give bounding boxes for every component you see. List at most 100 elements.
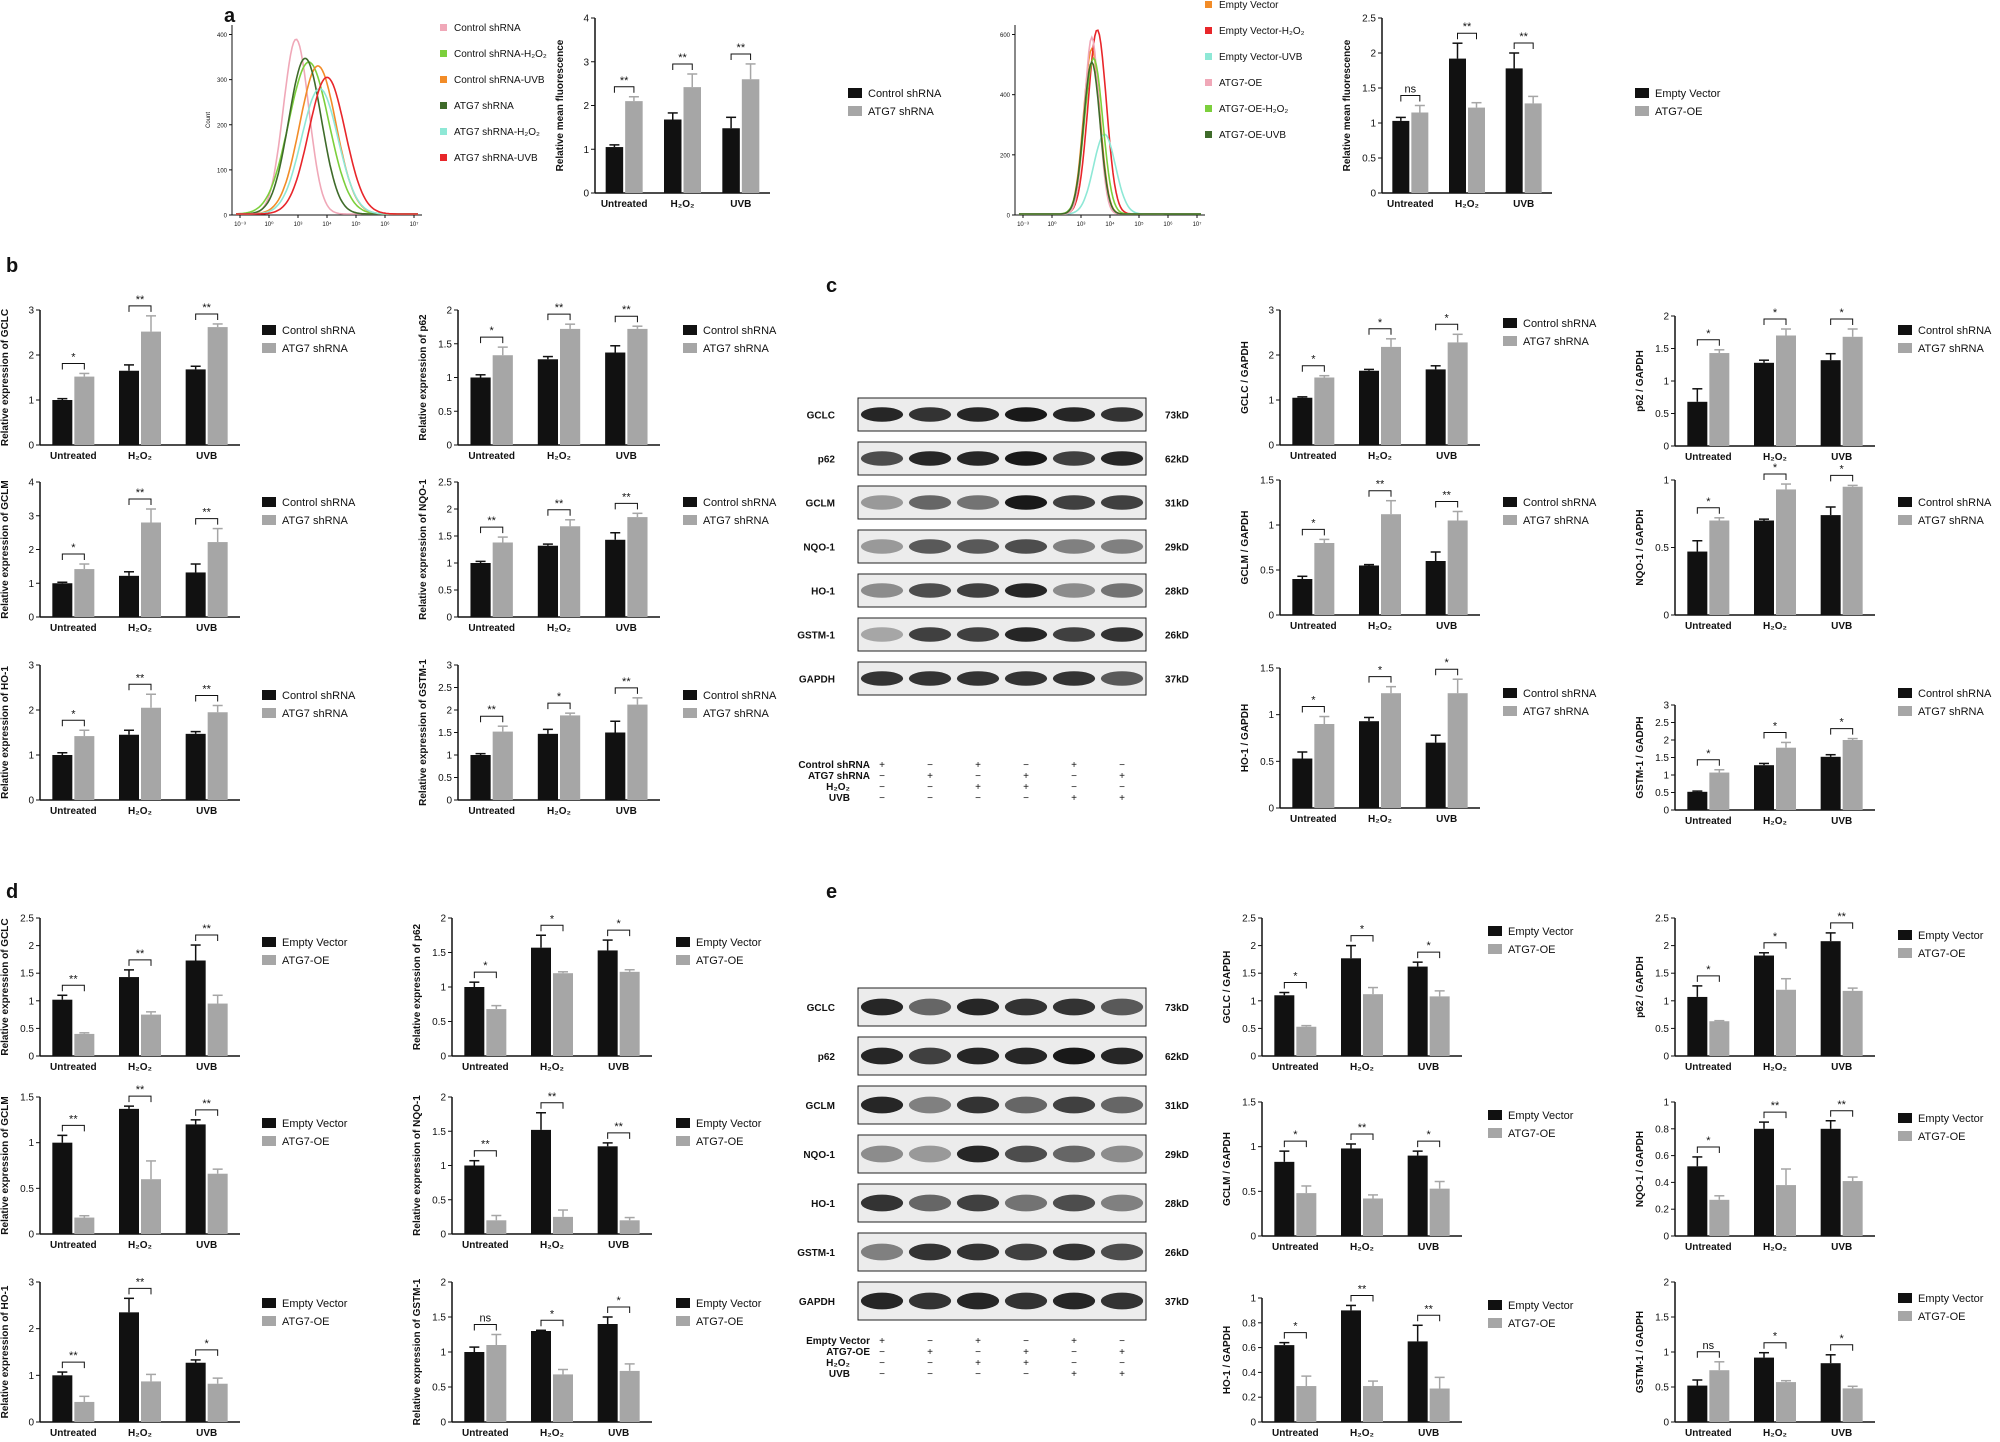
significance-bracket (614, 502, 638, 510)
legend-swatch (262, 497, 276, 507)
legend-swatch (262, 1118, 276, 1128)
chart-e-gclm: 0 0.5 1 1.5 GCLM / GAPDH * Untreated ** H₂O₂ * UVB… (1222, 1098, 1574, 1254)
bar (470, 755, 491, 800)
significance-bracket (540, 1319, 564, 1327)
y-axis-label: GSTM-1 / GADPH (1635, 1311, 1646, 1393)
legend-label: ATG7-OE-H₂O₂ (1219, 104, 1288, 115)
y-tick-label: 2.5 (1242, 914, 1256, 925)
y-tick-label: 2 (1663, 941, 1669, 952)
x-tick-label: UVB (1418, 1242, 1439, 1253)
condition-label: UVB (829, 1369, 850, 1380)
panel-letter-a: a (224, 5, 236, 27)
significance-label: * (1840, 307, 1845, 319)
x-tick-label: UVB (196, 1062, 217, 1073)
legend-swatch (262, 955, 276, 965)
legend-label: Empty Vector (696, 937, 762, 949)
bar (492, 355, 513, 445)
blot-band (1004, 407, 1048, 422)
bar (1820, 1128, 1841, 1236)
y-tick-label: 3 (28, 306, 34, 317)
legend-swatch (683, 343, 697, 353)
significance-bracket (1283, 982, 1307, 989)
blot-band (956, 998, 1000, 1016)
bar (1425, 742, 1446, 808)
blot-band (860, 998, 904, 1016)
legend-label: Empty Vector (1508, 1300, 1574, 1312)
y-tick-label: 2 (583, 101, 589, 112)
blot-row-label: HO-1 (811, 587, 835, 598)
x-tick-label: Untreated (468, 806, 515, 817)
significance-bracket (1457, 32, 1477, 40)
blot-band (908, 451, 952, 466)
legend-swatch (683, 497, 697, 507)
legend-swatch (440, 24, 447, 31)
x-tick-label: 10⁷ (1193, 221, 1202, 228)
bar (119, 370, 139, 445)
condition-label: H₂O₂ (826, 1358, 850, 1369)
histogram-a-left: 0 100 200 300 400 Count 10⁻³ 10⁰ 10³ 10⁴ 10⁵ 10⁶ 10⁷… (206, 23, 547, 228)
blot-band (1004, 1096, 1048, 1114)
condition-mark: + (927, 1347, 933, 1358)
legend-swatch (1898, 1131, 1912, 1141)
blot-band (1100, 1047, 1144, 1065)
legend-label: Empty Vector (1508, 1110, 1574, 1122)
condition-mark: + (1119, 1347, 1125, 1358)
significance-bracket (473, 1324, 497, 1331)
chart-c-gstm1: 0 0.5 1 1.5 2 2.5 3 GSTM-1 / GADPH * Untreated * H₂… (1635, 688, 1992, 827)
bar (52, 999, 73, 1056)
legend-swatch (676, 1118, 690, 1128)
bar (722, 128, 740, 193)
significance-bracket (195, 1349, 219, 1356)
condition-label: H₂O₂ (826, 782, 850, 793)
significance-bracket (195, 1109, 219, 1116)
legend-swatch (1205, 105, 1212, 112)
blot-band (1004, 998, 1048, 1016)
legend-swatch (848, 88, 862, 98)
bar (1776, 489, 1796, 615)
bar (560, 526, 581, 617)
x-tick-label: H₂O₂ (547, 451, 571, 462)
blot-strip (857, 617, 1147, 652)
blot-band (860, 539, 904, 554)
y-tick-label: 400 (217, 33, 228, 39)
blot-band (860, 1292, 904, 1310)
significance-bracket (480, 336, 504, 344)
legend-swatch (440, 154, 447, 161)
x-tick-label: UVB (608, 1428, 629, 1439)
significance-label: ** (1837, 1099, 1846, 1111)
condition-mark: − (927, 793, 933, 804)
blot-band (1004, 583, 1048, 598)
legend-swatch (1898, 515, 1912, 525)
bar (1429, 1188, 1450, 1236)
blot-strip (857, 485, 1147, 520)
bar (464, 1165, 485, 1234)
bar (207, 1383, 228, 1422)
legend-swatch (1488, 926, 1502, 936)
condition-mark: − (879, 1347, 885, 1358)
y-tick-label: 1.5 (1242, 969, 1256, 980)
significance-bracket (1435, 323, 1459, 331)
bar (1274, 995, 1295, 1056)
bar (553, 1374, 573, 1422)
x-tick-label: H₂O₂ (1763, 452, 1787, 463)
significance-label: ** (69, 973, 78, 985)
histogram-curve (1018, 47, 1201, 215)
x-tick-label: H₂O₂ (1368, 814, 1392, 825)
x-tick-label: H₂O₂ (1763, 1242, 1787, 1253)
legend-label: ATG7 shRNA-UVB (454, 153, 538, 164)
blot-row-label: GCLM (806, 499, 835, 510)
legend-swatch (1898, 706, 1912, 716)
bar (74, 1033, 95, 1056)
x-tick-label: UVB (1831, 1428, 1852, 1439)
condition-mark: − (927, 782, 933, 793)
y-tick-label: 1 (446, 373, 452, 384)
bar (486, 1009, 507, 1056)
legend-swatch (676, 1298, 690, 1308)
legend-label: ATG7 shRNA (703, 515, 769, 527)
x-tick-label: H₂O₂ (1368, 621, 1392, 632)
significance-bracket (61, 1361, 85, 1369)
y-tick-label: 1 (583, 145, 589, 156)
blot-band (1052, 627, 1096, 642)
bar (1709, 1021, 1730, 1056)
blot-band (908, 1292, 952, 1310)
